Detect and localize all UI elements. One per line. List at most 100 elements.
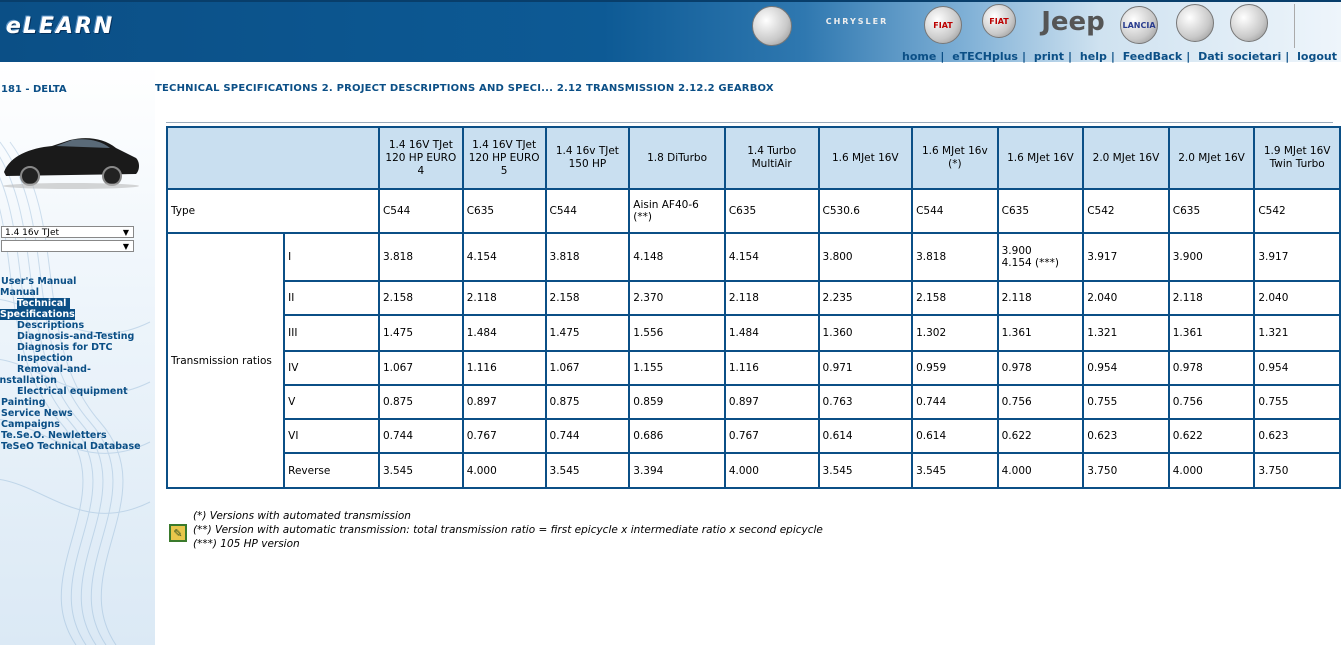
- nav-separator: |: [1021, 50, 1027, 63]
- menu-specifications[interactable]: Specifications: [0, 309, 75, 320]
- ram-logo[interactable]: [1176, 4, 1214, 42]
- ratio-cell: 0.756: [996, 384, 1085, 420]
- alfa-romeo-logo[interactable]: [752, 6, 792, 46]
- type-cell: C530.6: [817, 188, 914, 234]
- nav-dati-societari[interactable]: Dati societari: [1198, 50, 1282, 63]
- ratio-cell: 0.897: [461, 384, 547, 420]
- ratio-cell: 0.623: [1082, 418, 1170, 454]
- column-header: 2.0 MJet 16V: [1082, 126, 1170, 190]
- gear-label: V: [283, 384, 380, 420]
- type-cell: C635: [461, 188, 547, 234]
- ratio-cell: 3.750: [1082, 452, 1170, 489]
- type-row: Type C544 C635 C544 Aisin AF40-6 (**) C635 C5…: [166, 188, 1341, 234]
- ratio-cell: 3.900 4.154 (***): [996, 232, 1085, 282]
- ratio-cell: 0.622: [996, 418, 1085, 454]
- dropdown-arrow-icon: ▼: [122, 242, 129, 251]
- ratio-cell: 3.750: [1253, 452, 1341, 489]
- fiat-logo[interactable]: FIAT: [924, 6, 962, 44]
- lancia-logo[interactable]: LANCIA: [1120, 6, 1158, 44]
- ratio-cell: 2.370: [628, 280, 726, 316]
- menu-installation[interactable]: Installation: [0, 375, 57, 386]
- car-image: [3, 138, 139, 189]
- ratio-cell: 3.818: [911, 232, 999, 282]
- ratio-cell: 0.686: [628, 418, 726, 454]
- secondary-select[interactable]: ▼: [1, 240, 134, 252]
- chrysler-logo[interactable]: CHRYSLER: [825, 16, 889, 26]
- gear-label: III: [283, 314, 380, 352]
- nav-help[interactable]: help: [1079, 50, 1107, 63]
- ratio-cell: 0.875: [544, 384, 631, 420]
- ratio-cell: 0.767: [723, 418, 820, 454]
- table-corner-cell: [166, 126, 380, 190]
- nav-print[interactable]: print: [1033, 50, 1065, 63]
- ratio-cell: 1.361: [996, 314, 1085, 352]
- gearbox-spec-table: 1.4 16V TJet 120 HP EURO 4 1.4 16V TJet 1…: [165, 126, 1341, 489]
- gear-label: IV: [283, 350, 380, 386]
- type-label: Type: [166, 188, 380, 234]
- menu-inspection[interactable]: Inspection: [17, 353, 73, 364]
- menu-painting[interactable]: Painting: [1, 397, 46, 408]
- menu-campaigns[interactable]: Campaigns: [1, 419, 60, 430]
- menu-electrical[interactable]: Electrical equipment: [17, 386, 128, 397]
- footnote-105hp: (***) 105 HP version: [193, 538, 300, 550]
- ratio-cell: 1.484: [723, 314, 820, 352]
- ratio-cell: 1.484: [461, 314, 547, 352]
- menu-diagnosis-dtc[interactable]: Diagnosis for DTC: [17, 342, 113, 353]
- jeep-logo[interactable]: Jeep: [1041, 7, 1105, 37]
- engine-select-value: 1.4 16v TJet: [5, 228, 60, 238]
- column-header: 1.6 MJet 16V: [996, 126, 1085, 190]
- ratio-cell: 0.744: [544, 418, 631, 454]
- column-header: 1.4 16V TJet 120 HP EURO 4: [377, 126, 464, 190]
- menu-users-manual[interactable]: User's Manual: [1, 276, 77, 287]
- engine-select[interactable]: 1.4 16v TJet ▼: [1, 226, 134, 238]
- elearn-logo[interactable]: eLEARN: [6, 14, 115, 39]
- sidebar: 181 - DELTA 1.4 16v TJet ▼ ▼ User's Manu…: [0, 62, 155, 645]
- fiat-professional-logo[interactable]: FIAT: [982, 4, 1016, 38]
- footnote-automated: (*) Versions with automated transmission: [193, 510, 411, 522]
- mopar-logo[interactable]: [1294, 4, 1339, 48]
- nav-separator: |: [1186, 50, 1191, 63]
- column-header: 2.0 MJet 16V: [1167, 126, 1256, 190]
- ratio-cell: 2.118: [723, 280, 820, 316]
- ratio-cell: 0.614: [817, 418, 914, 454]
- menu-teseo-newletters[interactable]: Te.Se.O. Newletters: [1, 430, 107, 441]
- ratio-cell: 0.622: [1167, 418, 1256, 454]
- menu-manual[interactable]: Manual: [0, 287, 40, 298]
- table-header-row: 1.4 16V TJet 120 HP EURO 4 1.4 16V TJet 1…: [166, 126, 1341, 190]
- ratio-cell: 1.475: [544, 314, 631, 352]
- nav-logout[interactable]: logout: [1297, 50, 1337, 63]
- ratio-cell: 0.744: [377, 418, 464, 454]
- gear-label: I: [283, 232, 380, 282]
- ratio-cell: 0.755: [1082, 384, 1170, 420]
- nav-feedback[interactable]: FeedBack: [1122, 50, 1183, 63]
- ratio-cell: 3.545: [377, 452, 464, 489]
- ratio-cell: 1.302: [911, 314, 999, 352]
- ratio-cell: 0.755: [1253, 384, 1341, 420]
- ratio-cell: 3.545: [544, 452, 631, 489]
- abarth-logo[interactable]: [1230, 4, 1268, 42]
- ratio-cell: 3.545: [817, 452, 914, 489]
- ratio-cell: 1.067: [544, 350, 631, 386]
- ratio-cell: 2.158: [377, 280, 464, 316]
- menu-removal[interactable]: Removal-and-: [17, 364, 91, 375]
- nav-etechplus[interactable]: eTECHplus: [952, 50, 1018, 63]
- column-header: 1.4 Turbo MultiAir: [723, 126, 820, 190]
- menu-teseo-database[interactable]: TeSeO Technical Database: [1, 441, 141, 452]
- nav-home[interactable]: home: [902, 50, 937, 63]
- column-header: 1.4 16V TJet 120 HP EURO 5: [461, 126, 547, 190]
- type-cell: C544: [544, 188, 631, 234]
- menu-descriptions[interactable]: Descriptions: [17, 320, 85, 331]
- dropdown-arrow-icon: ▼: [122, 228, 129, 237]
- footnote-automatic: (**) Version with automatic transmission…: [193, 524, 823, 536]
- column-header: 1.6 MJet 16v (*): [911, 126, 999, 190]
- ratio-row: II 2.158 2.118 2.158 2.370 2.118 2.235 2.158 2.1…: [167, 280, 1341, 316]
- type-cell: C635: [996, 188, 1085, 234]
- ratio-cell: 3.800: [817, 232, 914, 282]
- menu-diagnosis-testing[interactable]: Diagnosis-and-Testing: [17, 331, 135, 342]
- type-cell: C544: [377, 188, 464, 234]
- ratio-cell: 0.859: [628, 384, 726, 420]
- menu-service-news[interactable]: Service News: [1, 408, 73, 419]
- ratio-cell: 4.000: [1167, 452, 1256, 489]
- menu-technical[interactable]: Technical: [17, 298, 71, 309]
- ratio-cell: 4.000: [723, 452, 820, 489]
